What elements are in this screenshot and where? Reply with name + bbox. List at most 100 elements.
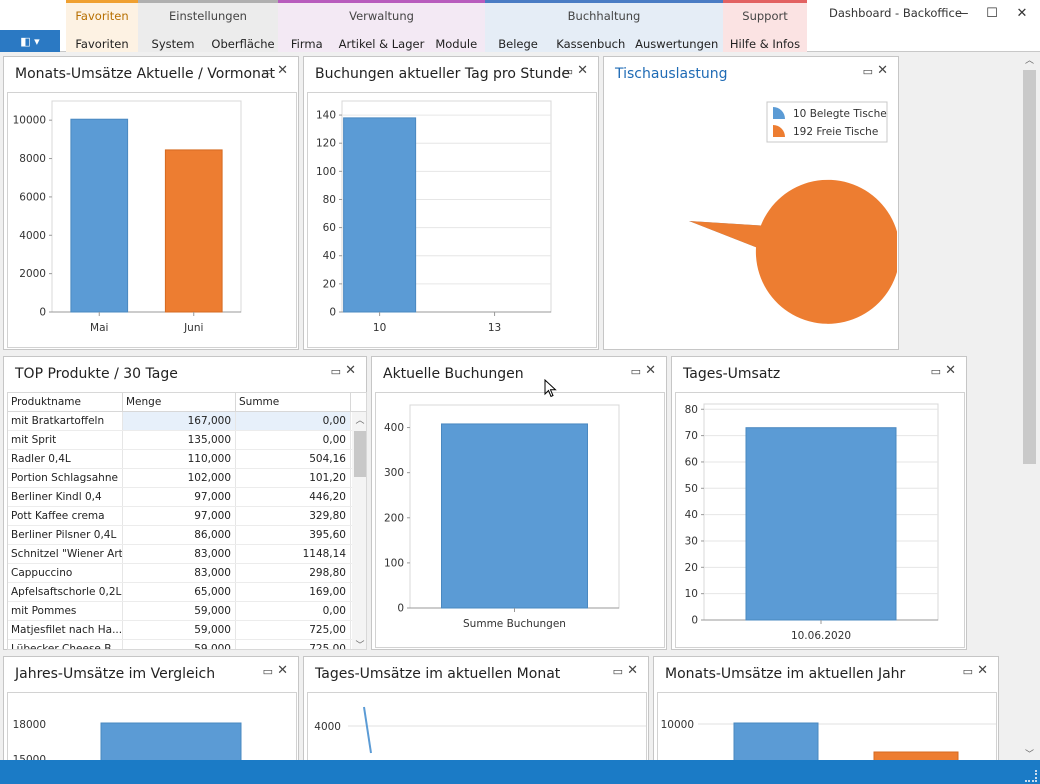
- x-tick-label: Mai: [90, 322, 108, 334]
- scroll-up-icon[interactable]: ︿: [1024, 55, 1034, 66]
- y-tick-label: 0: [39, 307, 46, 319]
- panel-title: Tages-Umsätze im aktuellen Monat: [315, 666, 561, 682]
- close-icon[interactable]: ✕: [1016, 5, 1028, 21]
- chart-bar: [70, 118, 129, 313]
- cell-summe: 504,16: [236, 450, 351, 468]
- y-tick-label: 80: [323, 194, 336, 206]
- scroll-up-icon[interactable]: ︿: [355, 415, 365, 426]
- maximize-icon[interactable]: ▭: [862, 65, 873, 78]
- column-header-menge[interactable]: Menge: [123, 393, 236, 411]
- bar-chart: 0 2000 4000 6000 8000 10000 Mai Juni: [13, 100, 242, 334]
- table-row[interactable]: Berliner Kindl 0,4 97,000 446,20: [8, 488, 366, 507]
- bar-chart: 0 100 200 300 400 Summe Buchungen: [384, 404, 620, 630]
- cell-produktname: Portion Schlagsahne: [8, 469, 123, 487]
- close-icon[interactable]: ✕: [627, 663, 638, 678]
- table-row[interactable]: Apfelsaftschorle 0,2L 65,000 169,00: [8, 583, 366, 602]
- column-header-produktname[interactable]: Produktname: [8, 393, 123, 411]
- main-scrollbar[interactable]: ︿ ﹀: [1021, 52, 1038, 760]
- table-row[interactable]: Berliner Pilsner 0,4L 86,000 395,60: [8, 526, 366, 545]
- chart-area: 0 20 40 60 80 100 120 140 10 13: [307, 92, 597, 348]
- table-row[interactable]: mit Pommes 59,000 0,00: [8, 602, 366, 621]
- table-row[interactable]: Cappuccino 83,000 298,80: [8, 564, 366, 583]
- scroll-down-icon[interactable]: ﹀: [1024, 749, 1034, 760]
- table-row[interactable]: Radler 0,4L 110,000 504,16: [8, 450, 366, 469]
- table-scrollbar[interactable]: ︿ ﹀: [352, 412, 366, 650]
- cell-summe: 1148,14: [236, 545, 351, 563]
- panel-buchungen-tag: Buchungen aktueller Tag pro Stunde ▭ ✕ 0…: [303, 56, 599, 350]
- minimize-icon[interactable]: —: [955, 5, 969, 21]
- table-row[interactable]: Pott Kaffee crema 97,000 329,80: [8, 507, 366, 526]
- y-tick-label: 100: [384, 557, 404, 569]
- close-icon[interactable]: ✕: [945, 363, 956, 378]
- scrollbar-thumb[interactable]: [1023, 70, 1036, 464]
- cell-menge: 167,000: [123, 412, 236, 430]
- close-icon[interactable]: ✕: [877, 63, 888, 78]
- panel-top-produkte: TOP Produkte / 30 Tage ▭ ✕ Produktname M…: [3, 356, 367, 650]
- y-tick-label: 4000: [314, 721, 341, 733]
- legend-label: 192 Freie Tische: [793, 126, 878, 138]
- resize-grip-icon[interactable]: [1025, 770, 1037, 782]
- panel-title: Tages-Umsatz: [683, 366, 781, 382]
- pie-slice: [689, 179, 897, 324]
- maximize-icon[interactable]: ☐: [986, 5, 998, 21]
- maximize-icon[interactable]: ▭: [612, 665, 623, 678]
- cell-summe: 0,00: [236, 412, 351, 430]
- tab-auswertungen[interactable]: Auswertungen: [635, 37, 719, 51]
- table-row[interactable]: mit Sprit 135,000 0,00: [8, 431, 366, 450]
- maximize-icon[interactable]: ▭: [630, 365, 641, 378]
- cell-menge: 97,000: [123, 488, 236, 506]
- table-row[interactable]: Lübecker Cheese B... 59,000 725,00: [8, 640, 366, 649]
- cell-menge: 83,000: [123, 545, 236, 563]
- close-icon[interactable]: ✕: [577, 63, 588, 78]
- close-icon[interactable]: ✕: [277, 63, 288, 78]
- scroll-down-icon[interactable]: ﹀: [355, 640, 365, 650]
- ribbon-group-favoriten: Favoriten Favoriten: [66, 0, 138, 52]
- chart-area: 0 10 20 30 40 50 60 70 80 10.06.2020: [675, 392, 965, 648]
- close-icon[interactable]: ✕: [277, 663, 288, 678]
- table-row[interactable]: Portion Schlagsahne 102,000 101,20: [8, 469, 366, 488]
- chart-area: 4000: [307, 692, 647, 772]
- tab-belege[interactable]: Belege: [498, 37, 538, 51]
- tab-kassenbuch[interactable]: Kassenbuch: [556, 37, 626, 51]
- ribbon-group-label: Verwaltung: [349, 8, 414, 23]
- y-tick-label: 50: [685, 483, 698, 495]
- cell-produktname: Matjesfilet nach Ha...: [8, 621, 123, 639]
- tab-oberflaeche[interactable]: Oberfläche: [211, 37, 275, 51]
- close-icon[interactable]: ✕: [977, 663, 988, 678]
- maximize-icon[interactable]: ▭: [262, 65, 273, 78]
- panel-monats-umsaetze-jahr: Monats-Umsätze im aktuellen Jahr ▭ ✕ 100…: [653, 656, 999, 784]
- maximize-icon[interactable]: ▭: [930, 365, 941, 378]
- ribbon-group-verwaltung: Verwaltung Firma Artikel & Lager Module: [278, 0, 485, 52]
- chart-legend: [766, 101, 888, 143]
- table-row[interactable]: mit Bratkartoffeln 167,000 0,00: [8, 412, 366, 431]
- tab-artikel-lager[interactable]: Artikel & Lager: [338, 37, 425, 51]
- tab-system[interactable]: System: [151, 37, 195, 51]
- maximize-icon[interactable]: ▭: [262, 665, 273, 678]
- legend-label: 10 Belegte Tische: [793, 108, 887, 120]
- table-row[interactable]: Matjesfilet nach Ha... 59,000 725,00: [8, 621, 366, 640]
- cell-menge: 83,000: [123, 564, 236, 582]
- close-icon[interactable]: ✕: [345, 363, 356, 378]
- cell-summe: 169,00: [236, 583, 351, 601]
- y-tick-label: 60: [685, 456, 698, 468]
- x-tick-label: 10: [373, 322, 386, 334]
- cell-summe: 298,80: [236, 564, 351, 582]
- maximize-icon[interactable]: ▭: [962, 665, 973, 678]
- cell-summe: 0,00: [236, 602, 351, 620]
- column-header-summe[interactable]: Summe: [236, 393, 351, 411]
- maximize-icon[interactable]: ▭: [330, 365, 341, 378]
- y-tick-label: 10000: [13, 115, 46, 127]
- panel-jahres-umsaetze: Jahres-Umsätze im Vergleich ▭ ✕ 18000 15…: [3, 656, 299, 784]
- tab-favoriten[interactable]: Favoriten: [75, 37, 129, 51]
- tab-module[interactable]: Module: [435, 37, 478, 51]
- y-tick-label: 60: [323, 222, 336, 234]
- table-row[interactable]: Schnitzel "Wiener Art" 83,000 1148,14: [8, 545, 366, 564]
- table-body: mit Bratkartoffeln 167,000 0,00 mit Sprit 13…: [8, 412, 366, 649]
- scrollbar-thumb[interactable]: [354, 431, 366, 477]
- close-icon[interactable]: ✕: [645, 363, 656, 378]
- maximize-icon[interactable]: ▭: [562, 65, 573, 78]
- tab-firma[interactable]: Firma: [290, 37, 323, 51]
- tab-hilfe-infos[interactable]: Hilfe & Infos: [729, 37, 801, 51]
- chart-bar: [441, 423, 588, 609]
- app-menu-button[interactable]: ◧ ▾: [0, 30, 60, 52]
